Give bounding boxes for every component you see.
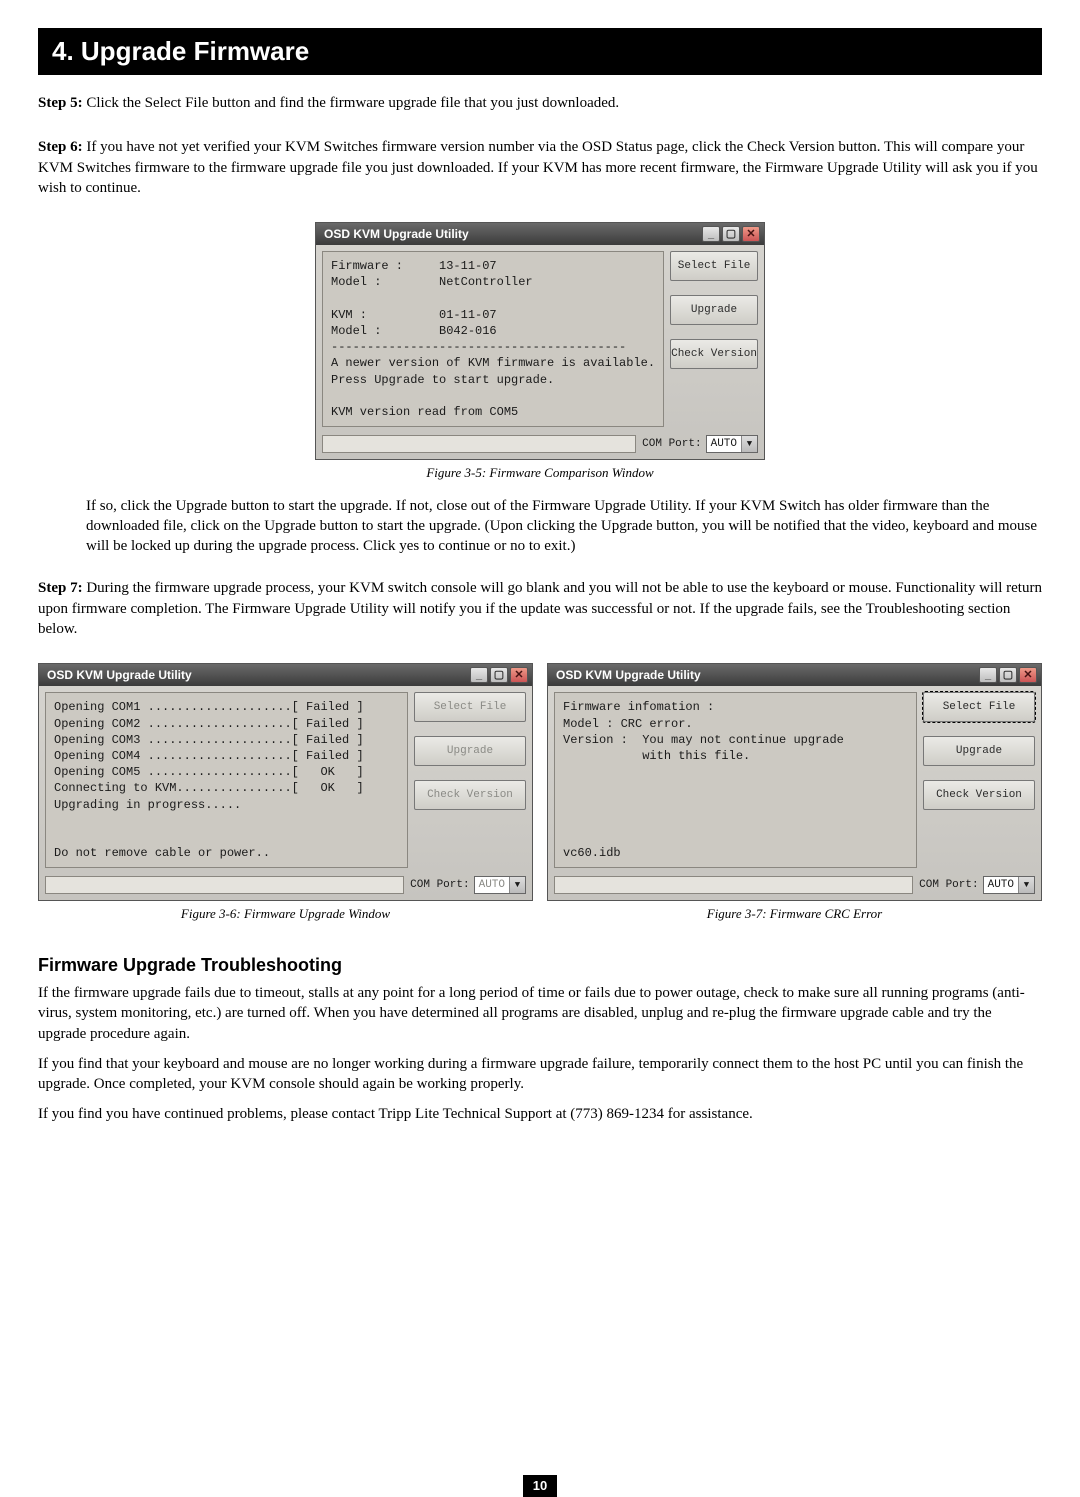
comport-select[interactable]: AUTO ▼	[706, 435, 758, 453]
step-6-cont: If so, click the Upgrade button to start…	[86, 496, 1042, 557]
chevron-down-icon: ▼	[1018, 877, 1034, 893]
maximize-button[interactable]: ▢	[490, 667, 508, 683]
comport-label: COM Port:	[410, 878, 469, 893]
comport-row: COM Port: AUTO ▼	[642, 435, 758, 453]
minimize-button[interactable]: _	[702, 226, 720, 242]
console-output: Opening COM1 ....................[ Faile…	[45, 692, 408, 868]
section-heading: 4. Upgrade Firmware	[38, 28, 1042, 75]
console-output: Firmware : 13-11-07 Model : NetControlle…	[322, 251, 664, 427]
check-version-button[interactable]: Check Version	[414, 780, 526, 810]
comport-value: AUTO	[984, 878, 1018, 893]
comport-label: COM Port:	[642, 437, 701, 452]
check-version-button[interactable]: Check Version	[670, 339, 758, 369]
step-text: Click the Select File button and find th…	[83, 95, 620, 111]
page-number: 10	[523, 1475, 557, 1497]
firmware-comparison-window: OSD KVM Upgrade Utility _ ▢ ✕ Firmware :…	[315, 222, 765, 460]
titlebar: OSD KVM Upgrade Utility _ ▢ ✕	[39, 664, 532, 686]
step-label: Step 5:	[38, 95, 83, 111]
window-controls: _ ▢ ✕	[470, 667, 528, 683]
select-file-button[interactable]: Select File	[414, 692, 526, 722]
firmware-crc-error-window: OSD KVM Upgrade Utility _ ▢ ✕ Firmware i…	[547, 663, 1042, 901]
figure-caption: Figure 3-7: Firmware CRC Error	[547, 905, 1042, 923]
upgrade-button[interactable]: Upgrade	[670, 295, 758, 325]
minimize-button[interactable]: _	[470, 667, 488, 683]
status-bar	[554, 876, 913, 894]
window-title: OSD KVM Upgrade Utility	[324, 226, 469, 242]
firmware-upgrade-window: OSD KVM Upgrade Utility _ ▢ ✕ Opening CO…	[38, 663, 533, 901]
window-title: OSD KVM Upgrade Utility	[556, 667, 701, 683]
close-button[interactable]: ✕	[510, 667, 528, 683]
chevron-down-icon: ▼	[741, 436, 757, 452]
close-button[interactable]: ✕	[1019, 667, 1037, 683]
comport-row: COM Port: AUTO ▼	[919, 876, 1035, 894]
status-bar	[45, 876, 404, 894]
comport-row: COM Port: AUTO ▼	[410, 876, 526, 894]
maximize-button[interactable]: ▢	[722, 226, 740, 242]
select-file-button[interactable]: Select File	[670, 251, 758, 281]
troubleshooting-heading: Firmware Upgrade Troubleshooting	[38, 953, 1042, 977]
titlebar: OSD KVM Upgrade Utility _ ▢ ✕	[316, 223, 764, 245]
step-label: Step 7:	[38, 580, 83, 596]
upgrade-button[interactable]: Upgrade	[414, 736, 526, 766]
upgrade-button[interactable]: Upgrade	[923, 736, 1035, 766]
comport-value: AUTO	[707, 437, 741, 452]
step-5: Step 5: Click the Select File button and…	[38, 93, 1042, 113]
step-text: During the firmware upgrade process, you…	[38, 580, 1042, 637]
figure-caption: Figure 3-6: Firmware Upgrade Window	[38, 905, 533, 923]
chevron-down-icon: ▼	[509, 877, 525, 893]
comport-label: COM Port:	[919, 878, 978, 893]
step-7: Step 7: During the firmware upgrade proc…	[38, 578, 1042, 639]
console-output: Firmware infomation : Model : CRC error.…	[554, 692, 917, 868]
troubleshoot-p1: If the firmware upgrade fails due to tim…	[38, 983, 1042, 1044]
close-button[interactable]: ✕	[742, 226, 760, 242]
window-controls: _ ▢ ✕	[702, 226, 760, 242]
troubleshoot-p3: If you find you have continued problems,…	[38, 1104, 1042, 1124]
status-bar	[322, 435, 636, 453]
comport-select[interactable]: AUTO ▼	[983, 876, 1035, 894]
minimize-button[interactable]: _	[979, 667, 997, 683]
window-title: OSD KVM Upgrade Utility	[47, 667, 192, 683]
select-file-button[interactable]: Select File	[923, 692, 1035, 722]
troubleshoot-p2: If you find that your keyboard and mouse…	[38, 1054, 1042, 1095]
figure-caption: Figure 3-5: Firmware Comparison Window	[315, 464, 765, 482]
maximize-button[interactable]: ▢	[999, 667, 1017, 683]
step-text: If you have not yet verified your KVM Sw…	[38, 139, 1038, 196]
comport-value: AUTO	[475, 878, 509, 893]
comport-select[interactable]: AUTO ▼	[474, 876, 526, 894]
step-6: Step 6: If you have not yet verified you…	[38, 137, 1042, 198]
check-version-button[interactable]: Check Version	[923, 780, 1035, 810]
titlebar: OSD KVM Upgrade Utility _ ▢ ✕	[548, 664, 1041, 686]
window-controls: _ ▢ ✕	[979, 667, 1037, 683]
step-label: Step 6:	[38, 139, 83, 155]
